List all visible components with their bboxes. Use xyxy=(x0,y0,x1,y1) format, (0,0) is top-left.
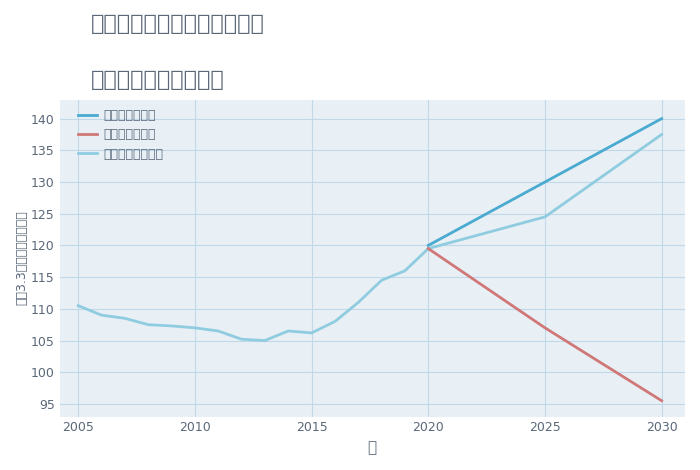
バッドシナリオ xyxy=(424,246,433,251)
ノーマルシナリオ xyxy=(144,322,153,328)
ノーマルシナリオ xyxy=(400,268,409,274)
Text: 中古戸建ての価格推移: 中古戸建ての価格推移 xyxy=(91,70,225,91)
グッドシナリオ xyxy=(657,116,666,121)
Y-axis label: 坪（3.3㎡）単価（万円）: 坪（3.3㎡）単価（万円） xyxy=(15,211,28,306)
ノーマルシナリオ xyxy=(190,325,199,331)
Line: バッドシナリオ: バッドシナリオ xyxy=(428,249,662,401)
ノーマルシナリオ xyxy=(330,319,339,324)
ノーマルシナリオ xyxy=(657,132,666,137)
ノーマルシナリオ xyxy=(307,330,316,336)
ノーマルシナリオ xyxy=(541,214,550,219)
バッドシナリオ xyxy=(541,325,550,331)
グッドシナリオ xyxy=(424,243,433,248)
ノーマルシナリオ xyxy=(377,277,386,283)
バッドシナリオ xyxy=(657,398,666,404)
Text: 兵庫県西宮市甲子園九番町の: 兵庫県西宮市甲子園九番町の xyxy=(91,14,265,34)
Legend: グッドシナリオ, バッドシナリオ, ノーマルシナリオ: グッドシナリオ, バッドシナリオ, ノーマルシナリオ xyxy=(78,109,163,161)
Line: ノーマルシナリオ: ノーマルシナリオ xyxy=(78,134,662,340)
ノーマルシナリオ xyxy=(120,315,129,321)
ノーマルシナリオ xyxy=(284,328,293,334)
ノーマルシナリオ xyxy=(214,328,223,334)
ノーマルシナリオ xyxy=(237,337,246,342)
ノーマルシナリオ xyxy=(167,323,176,329)
ノーマルシナリオ xyxy=(424,246,433,251)
ノーマルシナリオ xyxy=(74,303,83,308)
ノーマルシナリオ xyxy=(97,313,106,318)
グッドシナリオ xyxy=(541,179,550,185)
ノーマルシナリオ xyxy=(260,337,269,343)
X-axis label: 年: 年 xyxy=(368,440,377,455)
Line: グッドシナリオ: グッドシナリオ xyxy=(428,118,662,245)
ノーマルシナリオ xyxy=(354,300,363,306)
